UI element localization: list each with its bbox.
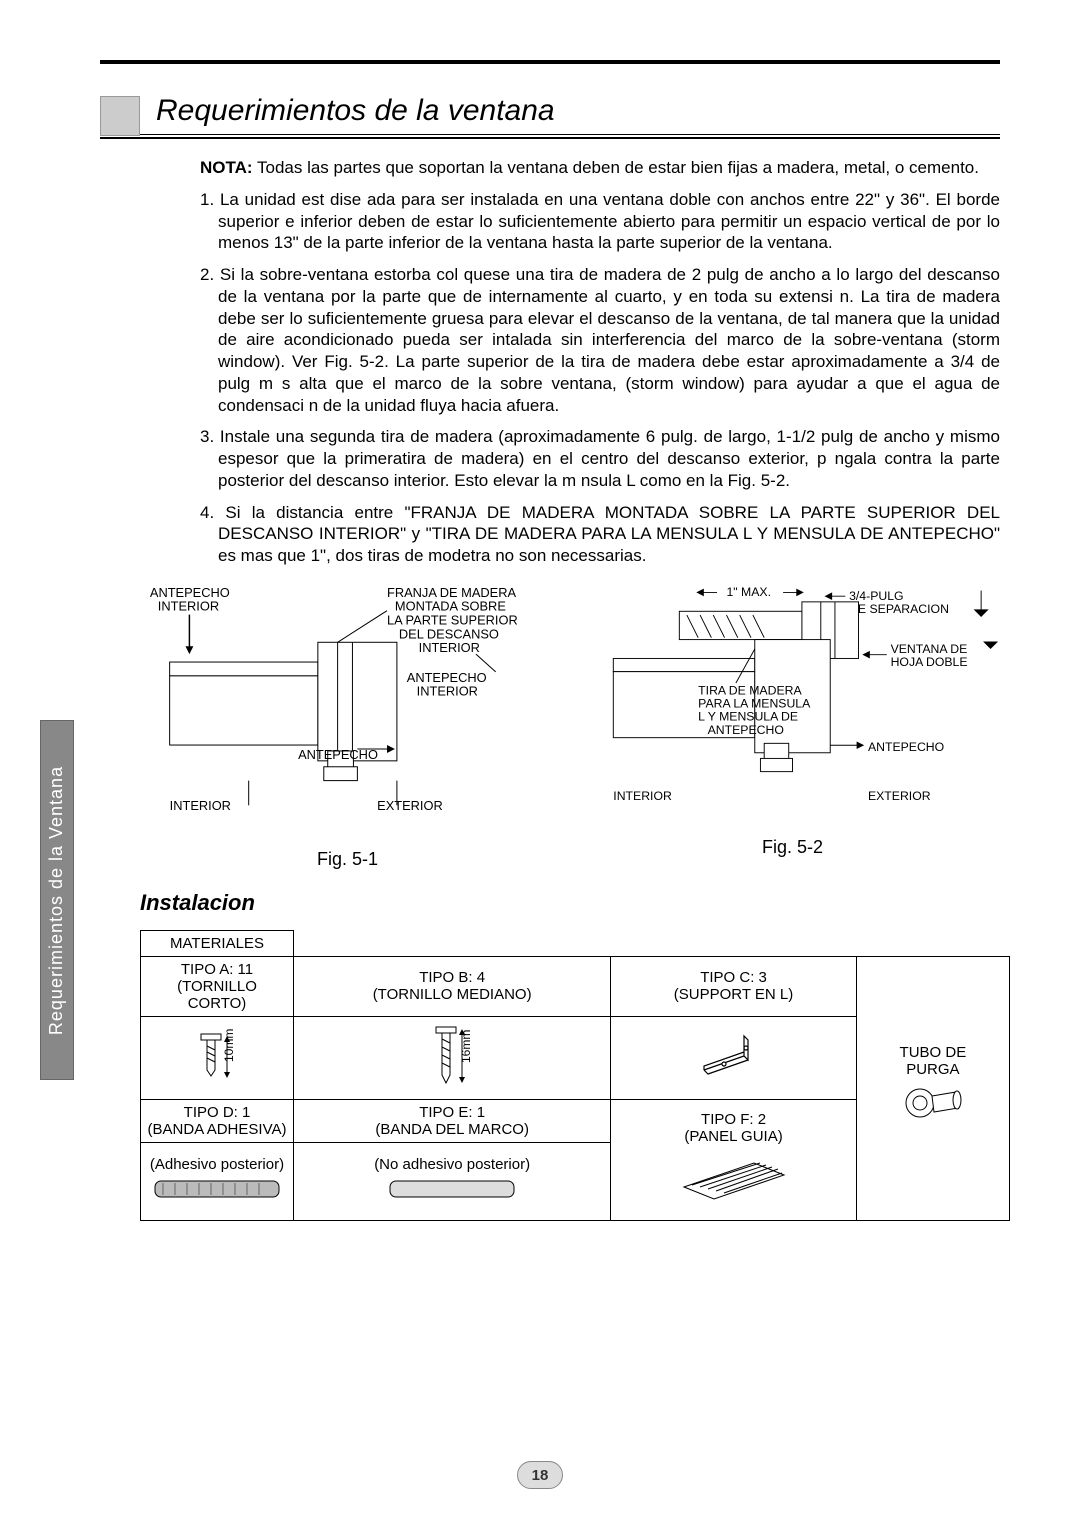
svg-text:DEL DESCANSO: DEL DESCANSO (399, 626, 499, 641)
svg-text:DE SEPARACION: DE SEPARACION (849, 602, 949, 616)
svg-text:INTERIOR: INTERIOR (170, 798, 231, 813)
cell-f: TIPO F: 2 (PANEL GUIA) (611, 1099, 856, 1220)
cell-title: TUBO DE (863, 1044, 1003, 1061)
cell-note: (Adhesivo posterior) (147, 1156, 287, 1173)
page-number-badge: 18 (517, 1461, 563, 1489)
cell-sub: PURGA (863, 1061, 1003, 1078)
cell-sub: (TORNILLO CORTO) (147, 978, 287, 1012)
figures-row: ANTEPECHO INTERIOR FRANJA DE MADERA MONT… (140, 583, 1000, 870)
instalacion-heading: Instalacion (140, 890, 1000, 916)
title-square-icon (100, 96, 140, 136)
svg-text:10mm: 10mm (222, 1028, 236, 1061)
nota-text: Todas las partes que soportan la ventana… (257, 158, 979, 177)
instalacion-heading-block: Instalacion (140, 890, 1000, 916)
svg-text:ANTEPECHO: ANTEPECHO (868, 740, 944, 754)
cell-sub: (BANDA ADHESIVA) (147, 1121, 287, 1138)
svg-text:ANTEPECHO: ANTEPECHO (708, 723, 784, 737)
cell-title: TIPO A: 11 (147, 961, 287, 978)
instruction-list: 1. La unidad est dise ada para ser insta… (200, 189, 1000, 567)
svg-text:INTERIOR: INTERIOR (419, 640, 480, 655)
svg-text:HOJA DOBLE: HOJA DOBLE (891, 655, 968, 669)
top-rule (100, 60, 1000, 64)
page-title: Requerimientos de la ventana (156, 94, 555, 128)
svg-text:TIRA DE MADERA: TIRA DE MADERA (698, 683, 802, 697)
side-tab-label: Requerimientos de la Ventana (47, 765, 68, 1034)
nota: NOTA: Todas las partes que soportan la v… (200, 157, 1000, 179)
svg-text:FRANJA DE MADERA: FRANJA DE MADERA (387, 585, 516, 600)
figure-5-2: 1" MAX. 3/4-PULG DE SEPARACION (585, 583, 1000, 870)
svg-text:INTERIOR: INTERIOR (613, 789, 672, 803)
side-tab: Requerimientos de la Ventana (40, 720, 74, 1080)
materials-header: MATERIALES (141, 930, 294, 956)
nota-label: NOTA: (200, 158, 253, 177)
cell-c: TIPO C: 3 (SUPPORT EN L) (611, 956, 856, 1016)
list-item: 2. Si la sobre-ventana estorba col quese… (200, 264, 1000, 416)
list-item: 4. Si la distancia entre "FRANJA DE MADE… (200, 502, 1000, 567)
svg-text:LA PARTE SUPERIOR: LA PARTE SUPERIOR (387, 612, 518, 627)
svg-text:INTERIOR: INTERIOR (158, 598, 219, 613)
svg-text:EXTERIOR: EXTERIOR (868, 789, 931, 803)
cell-title: TIPO C: 3 (617, 969, 849, 986)
l-bracket-icon (611, 1016, 856, 1099)
title-underline (100, 134, 1000, 139)
cell-b: TIPO B: 4 (TORNILLO MEDIANO) (294, 956, 611, 1016)
cell-sub: (SUPPORT EN L) (617, 986, 849, 1003)
fig-caption: Fig. 5-2 (585, 837, 1000, 858)
svg-text:INTERIOR: INTERIOR (417, 683, 478, 698)
cell-sub: (BANDA DEL MARCO) (300, 1121, 604, 1138)
cell-tubo: TUBO DE PURGA (856, 956, 1009, 1220)
cell-note: (No adhesivo posterior) (300, 1156, 604, 1173)
title-block: Requerimientos de la ventana (100, 94, 1000, 128)
svg-text:EXTERIOR: EXTERIOR (377, 798, 443, 813)
cell-sub: (PANEL GUIA) (617, 1128, 849, 1145)
page-number: 18 (532, 1467, 549, 1484)
svg-text:ANTEPECHO: ANTEPECHO (150, 585, 230, 600)
fig-5-1-svg: ANTEPECHO INTERIOR FRANJA DE MADERA MONT… (140, 583, 555, 840)
tubo-icon (898, 1078, 968, 1128)
svg-text:VENTANA DE: VENTANA DE (891, 642, 968, 656)
materials-table: MATERIALES TIPO A: 11 (TORNILLO CORTO) T… (140, 930, 1010, 1221)
screw-a-icon: 10mm (141, 1016, 294, 1099)
svg-text:ANTEPECHO: ANTEPECHO (407, 670, 487, 685)
cell-d: TIPO D: 1 (BANDA ADHESIVA) (141, 1099, 294, 1142)
screw-b-icon: 16mm (294, 1016, 611, 1099)
fig-caption: Fig. 5-1 (140, 849, 555, 870)
cell-sub: (TORNILLO MEDIANO) (300, 986, 604, 1003)
cell-title: TIPO B: 4 (300, 969, 604, 986)
band-d-icon: (Adhesivo posterior) (141, 1142, 294, 1220)
fig-5-2-svg: 1" MAX. 3/4-PULG DE SEPARACION (585, 583, 1000, 828)
svg-text:3/4-PULG: 3/4-PULG (849, 589, 903, 603)
cell-title: TIPO E: 1 (300, 1104, 604, 1121)
list-item: 1. La unidad est dise ada para ser insta… (200, 189, 1000, 254)
svg-text:PARA LA MENSULA: PARA LA MENSULA (698, 696, 811, 710)
panel-guia-icon (674, 1145, 794, 1205)
cell-title: TIPO F: 2 (617, 1111, 849, 1128)
svg-text:1" MAX.: 1" MAX. (726, 585, 771, 599)
cell-title: TIPO D: 1 (147, 1104, 287, 1121)
band-e-icon: (No adhesivo posterior) (294, 1142, 611, 1220)
svg-text:L Y MENSULA DE: L Y MENSULA DE (698, 709, 798, 723)
cell-e: TIPO E: 1 (BANDA DEL MARCO) (294, 1099, 611, 1142)
body-text: NOTA: Todas las partes que soportan la v… (200, 157, 1000, 567)
svg-text:MONTADA SOBRE: MONTADA SOBRE (395, 598, 506, 613)
table-row: TIPO A: 11 (TORNILLO CORTO) TIPO B: 4 (T… (141, 956, 1010, 1016)
list-item: 3. Instale una segunda tira de madera (a… (200, 426, 1000, 491)
cell-a: TIPO A: 11 (TORNILLO CORTO) (141, 956, 294, 1016)
figure-5-1: ANTEPECHO INTERIOR FRANJA DE MADERA MONT… (140, 583, 555, 870)
